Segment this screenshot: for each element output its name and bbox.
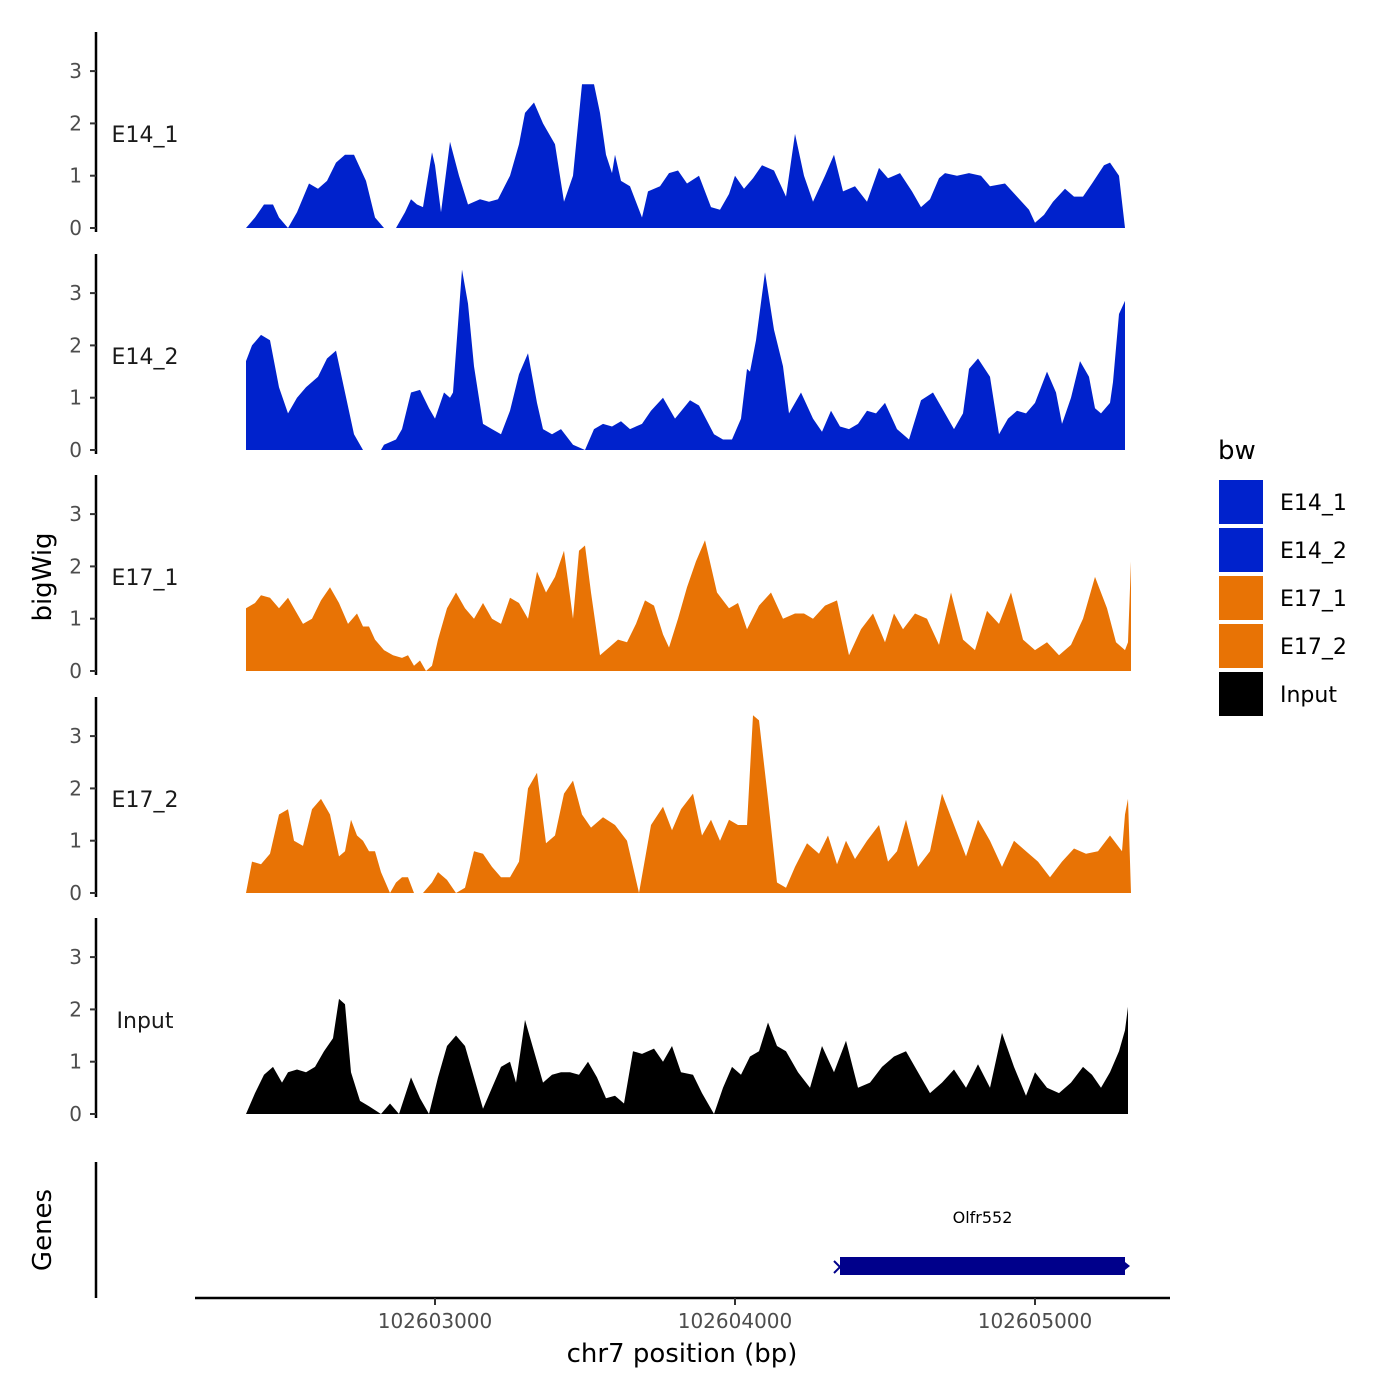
legend-item-e17-1: E17_1 bbox=[1219, 576, 1347, 620]
y-tick-label: 2 bbox=[69, 333, 82, 357]
y-tick-label: 3 bbox=[69, 945, 82, 969]
genes-track: Genes Olfr552 bbox=[28, 1162, 1130, 1298]
legend-item-e17-2: E17_2 bbox=[1219, 624, 1347, 668]
coverage-area bbox=[246, 998, 1128, 1114]
y-tick-label: 1 bbox=[69, 829, 82, 853]
gene-body bbox=[840, 1257, 1125, 1275]
y-tick-label: 3 bbox=[69, 502, 82, 526]
y-tick-label: 3 bbox=[69, 59, 82, 83]
x-tick-label: 102605000 bbox=[978, 1309, 1093, 1333]
y-tick-label: 3 bbox=[69, 281, 82, 305]
y-tick-label: 1 bbox=[69, 1050, 82, 1074]
legend-label: E17_2 bbox=[1280, 635, 1347, 660]
y-axis-title: bigWig bbox=[28, 532, 58, 621]
track-e14-2: 0 1 2 3 E14_2 bbox=[69, 254, 1125, 462]
legend-item-e14-1: E14_1 bbox=[1219, 480, 1347, 524]
track-label: E17_2 bbox=[112, 788, 179, 813]
x-axis: chr7 position (bp) 102603000 102604000 102… bbox=[195, 1296, 1170, 1369]
track-label: E14_1 bbox=[112, 123, 179, 148]
legend-label: E14_2 bbox=[1280, 539, 1347, 564]
x-tick-label: 102604000 bbox=[678, 1309, 793, 1333]
track-label: E14_2 bbox=[112, 345, 179, 370]
track-label: Input bbox=[117, 1009, 174, 1034]
x-tick-label: 102603000 bbox=[378, 1309, 493, 1333]
tracks-panel: 0 1 2 3 E14_1 0 1 2 3 E14_2 0 1 2 3 E17_1 0 1 2 3 E17_2 0 1 2 3… bbox=[69, 32, 1131, 1126]
legend-swatch bbox=[1219, 672, 1263, 716]
legend-swatch bbox=[1219, 624, 1263, 668]
y-tick-label: 1 bbox=[69, 164, 82, 188]
legend-item-e14-2: E14_2 bbox=[1219, 528, 1347, 572]
y-tick-label: 0 bbox=[69, 659, 82, 683]
y-tick-label: 1 bbox=[69, 386, 82, 410]
coverage-area bbox=[246, 84, 1131, 228]
y-tick-label: 0 bbox=[69, 216, 82, 240]
legend-title: bw bbox=[1218, 436, 1256, 466]
track-e17-1: 0 1 2 3 E17_1 bbox=[69, 475, 1131, 683]
gene-strand-marker bbox=[833, 1260, 842, 1274]
legend-label: E14_1 bbox=[1280, 491, 1347, 516]
track-input: 0 1 2 3 Input bbox=[69, 918, 1128, 1126]
coverage-area bbox=[246, 715, 1131, 893]
track-e17-2: 0 1 2 3 E17_2 bbox=[69, 697, 1131, 905]
y-tick-label: 0 bbox=[69, 1102, 82, 1126]
y-tick-label: 1 bbox=[69, 607, 82, 631]
y-tick-label: 2 bbox=[69, 776, 82, 800]
x-axis-title: chr7 position (bp) bbox=[567, 1339, 798, 1369]
y-tick-label: 0 bbox=[69, 881, 82, 905]
gene-label: Olfr552 bbox=[953, 1208, 1013, 1227]
coverage-area bbox=[246, 269, 1125, 450]
legend-label: E17_1 bbox=[1280, 587, 1347, 612]
y-tick-label: 2 bbox=[69, 111, 82, 135]
y-tick-label: 2 bbox=[69, 554, 82, 578]
track-e14-1: 0 1 2 3 E14_1 bbox=[69, 32, 1131, 240]
track-label: E17_1 bbox=[112, 566, 179, 591]
legend-item-input: Input bbox=[1219, 672, 1337, 716]
y-tick-label: 3 bbox=[69, 724, 82, 748]
legend-swatch bbox=[1219, 576, 1263, 620]
gene-end-marker bbox=[1125, 1262, 1130, 1270]
legend-label: Input bbox=[1280, 683, 1337, 708]
coverage-area bbox=[246, 540, 1131, 671]
genes-track-title: Genes bbox=[28, 1189, 58, 1271]
legend-swatch bbox=[1219, 528, 1263, 572]
y-tick-label: 0 bbox=[69, 438, 82, 462]
legend: bw E14_1 E14_2 E17_1 E17_2 Input bbox=[1218, 436, 1347, 716]
legend-swatch bbox=[1219, 480, 1263, 524]
y-tick-label: 2 bbox=[69, 997, 82, 1021]
gene-olfr552: Olfr552 bbox=[833, 1208, 1130, 1275]
